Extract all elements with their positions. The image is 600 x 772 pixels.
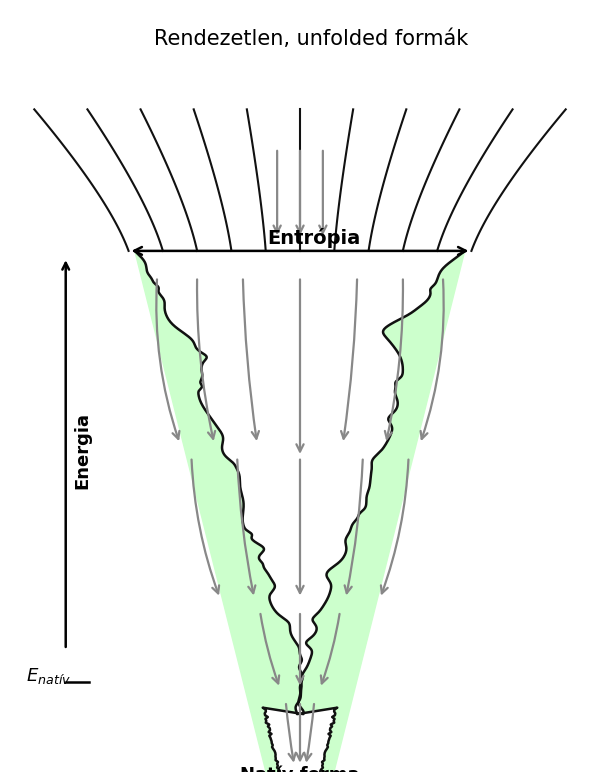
Polygon shape <box>135 251 465 772</box>
Text: Entrópia: Entrópia <box>268 228 361 248</box>
Text: Natív forma: Natív forma <box>240 766 360 772</box>
Text: Rendezetlen, unfolded formák: Rendezetlen, unfolded formák <box>154 29 469 49</box>
Text: Energia: Energia <box>74 411 92 489</box>
Text: $E_\mathregular{natív}$: $E_\mathregular{natív}$ <box>26 665 71 686</box>
